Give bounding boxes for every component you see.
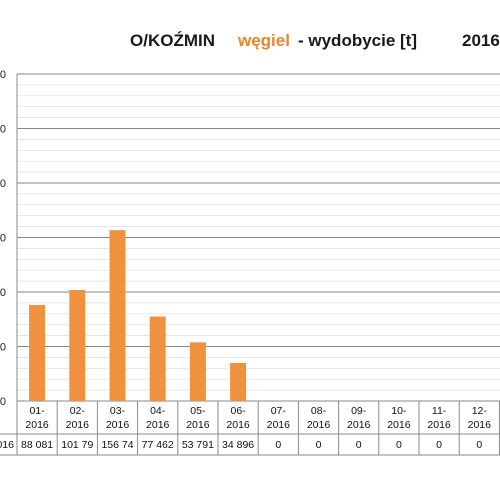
x-tick-label: 02- — [70, 405, 86, 417]
data-label: 0 — [356, 439, 362, 451]
x-tick-label: 03- — [110, 405, 126, 417]
x-tick-label: 08- — [311, 405, 327, 417]
bar — [189, 342, 206, 401]
data-label: 101 79 — [61, 439, 93, 451]
data-label: 0 — [275, 439, 281, 451]
y-tick-label: 0 — [0, 178, 6, 190]
bar — [149, 316, 166, 401]
data-label: 0 — [396, 439, 402, 451]
x-tick-label: 10- — [391, 405, 407, 417]
y-tick-label: 0 — [0, 124, 6, 136]
data-label: 77 462 — [142, 439, 174, 451]
x-tick-label: 2016 — [186, 419, 210, 431]
bar — [29, 304, 46, 401]
table-row-label: 016 — [0, 439, 14, 451]
chart-title: O/KOŹMIN węgiel - wydobycie [t] 2016 — [0, 31, 500, 61]
data-label: 156 74 — [101, 439, 133, 451]
data-label: 0 — [476, 439, 482, 451]
title-prefix: O/KOŹMIN — [130, 31, 215, 50]
x-tick-label: 2016 — [226, 419, 250, 431]
bar — [230, 362, 247, 401]
x-tick-label: 2016 — [66, 419, 90, 431]
data-label: 88 081 — [21, 439, 53, 451]
y-tick-label: 0 — [0, 69, 6, 81]
x-tick-label: 2016 — [347, 419, 371, 431]
bar — [69, 290, 86, 401]
x-tick-label: 04- — [150, 405, 166, 417]
x-tick-label: 09- — [351, 405, 367, 417]
x-tick-label: 2016 — [468, 419, 492, 431]
x-tick-label: 2016 — [307, 419, 331, 431]
x-tick-label: 2016 — [106, 419, 130, 431]
data-label: 0 — [316, 439, 322, 451]
title-highlight: węgiel — [238, 31, 290, 50]
x-tick-label: 11- — [432, 405, 447, 417]
x-tick-label: 12- — [472, 405, 488, 417]
x-tick-label: 07- — [271, 405, 287, 417]
title-suffix: - wydobycie [t] — [298, 31, 418, 50]
x-tick-label: 2016 — [146, 419, 170, 431]
data-label: 53 791 — [182, 439, 214, 451]
x-tick-label: 2016 — [267, 419, 291, 431]
x-tick-label: 01- — [30, 405, 46, 417]
x-tick-label: 2016 — [387, 419, 411, 431]
y-tick-label: 0 — [0, 396, 6, 408]
x-tick-label: 06- — [231, 405, 247, 417]
x-tick-label: 2016 — [25, 419, 49, 431]
data-label: 0 — [436, 439, 442, 451]
y-tick-label: 0 — [0, 233, 6, 245]
y-tick-label: 0 — [0, 287, 6, 299]
x-tick-label: 05- — [190, 405, 206, 417]
data-label: 34 896 — [222, 439, 254, 451]
title-year: 2016 — [462, 31, 500, 50]
x-tick-label: 2016 — [427, 419, 451, 431]
y-tick-label: 0 — [0, 342, 6, 354]
bar — [109, 230, 126, 401]
